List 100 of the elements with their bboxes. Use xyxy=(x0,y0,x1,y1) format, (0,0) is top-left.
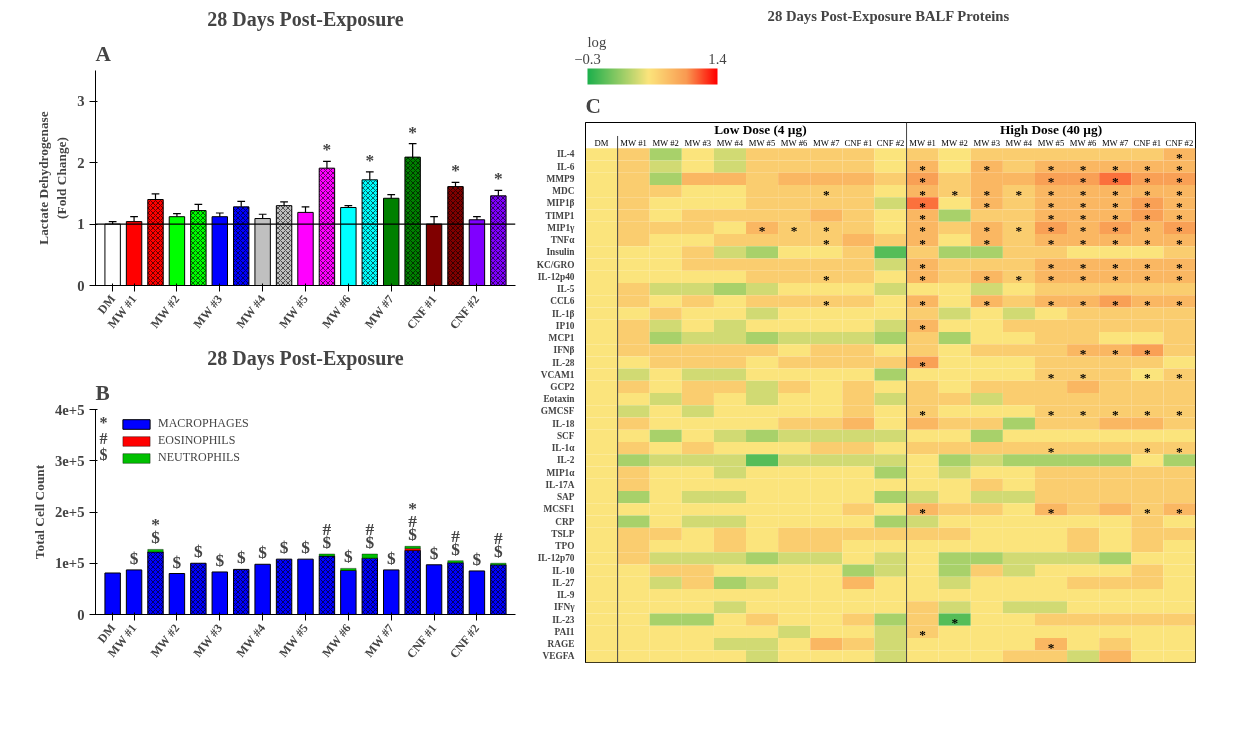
data-label: * xyxy=(1047,406,1055,422)
y-tick-label: IL-1β xyxy=(551,308,575,319)
x-tick-label: MW #6 xyxy=(1069,137,1097,148)
text: B xyxy=(95,380,110,405)
y-tick-label: 2 xyxy=(77,154,85,171)
x-tick-label: MW #1 xyxy=(620,137,647,148)
text: $ xyxy=(386,548,396,568)
data-label: * xyxy=(1144,406,1152,422)
y-tick-label: IL-17A xyxy=(545,479,575,490)
data-label: * xyxy=(919,406,927,422)
text: $ xyxy=(279,538,289,558)
y-tick-label: IFNγ xyxy=(554,602,576,613)
data-label: * xyxy=(1111,296,1119,312)
y-tick-label: TNFα xyxy=(550,235,576,246)
data-label: * xyxy=(983,272,991,288)
y-tick-label: IL-4 xyxy=(556,149,575,160)
y-tick-label: PAI1 xyxy=(554,626,575,637)
x-tick-label: CNF #1 xyxy=(1133,137,1162,148)
y-axis-title: Total Cell Count xyxy=(31,464,47,560)
annotation: $ xyxy=(99,446,108,463)
x-tick-label: MW #5 xyxy=(748,137,776,148)
data-label: * xyxy=(822,186,830,202)
y-tick-label: IL-6 xyxy=(556,161,575,172)
data-label: * xyxy=(951,615,959,631)
x-tick-label: CNF #2 xyxy=(876,137,905,148)
x-tick-label: MW #3 xyxy=(684,137,712,148)
data-label: * xyxy=(1144,345,1152,361)
y-tick-label: 3 xyxy=(77,93,85,110)
y-tick-label: IL-18 xyxy=(552,418,575,429)
y-tick-label: IL-1α xyxy=(551,443,576,454)
data-label: * xyxy=(983,296,991,312)
data-label: * xyxy=(822,296,830,312)
data-label: * xyxy=(1176,149,1184,165)
y-tick-label: VEGFA xyxy=(542,651,575,662)
data-label: * xyxy=(1176,443,1184,459)
y-tick-label: IFNβ xyxy=(553,345,575,356)
y-tick-label: Insulin xyxy=(546,247,576,258)
y-tick-label: CRP xyxy=(555,516,575,527)
data-label: * xyxy=(919,296,927,312)
x-tick-label: CNF #2 xyxy=(1165,137,1194,148)
x-tick-label: MW #4 xyxy=(1005,137,1033,148)
data-label: * xyxy=(822,272,830,288)
y-tick-label: IL-28 xyxy=(552,357,575,368)
data-label: * xyxy=(1176,296,1184,312)
text: A xyxy=(95,41,112,66)
y-tick-label: Eotaxin xyxy=(543,394,576,405)
y-tick-label: 4e+5 xyxy=(54,401,85,418)
data-label: * xyxy=(1176,406,1184,422)
x-tick-label: MW #5 xyxy=(1037,137,1065,148)
data-label: * xyxy=(1079,345,1087,361)
text: $ xyxy=(236,548,246,568)
y-tick-label: 0 xyxy=(77,277,85,294)
y-tick-label: IL-12p40 xyxy=(537,271,575,282)
x-tick-label: MW #2 xyxy=(147,621,183,660)
color-bar-title: log xyxy=(587,33,607,50)
x-tick-label: MW #3 xyxy=(190,621,226,660)
data-label: * xyxy=(1079,370,1087,386)
x-tick-label: MW #6 xyxy=(319,621,354,660)
data-label: * xyxy=(919,321,927,337)
data-label: * xyxy=(1015,272,1023,288)
chart-title: 28 Days Post-Exposure xyxy=(207,7,404,31)
legend-label: NEUTROPHILS xyxy=(158,450,241,465)
data-label: * xyxy=(951,186,959,202)
text: * $ xyxy=(151,515,160,548)
legend-label: EOSINOPHILS xyxy=(158,433,236,448)
x-tick-label: MW #6 xyxy=(780,137,809,148)
data-label: * xyxy=(919,358,927,373)
data-label: * xyxy=(365,150,375,170)
y-tick-label: MIP1γ xyxy=(547,222,576,233)
y-tick-label: 1e+5 xyxy=(54,555,85,572)
y-tick-label: IL-12p70 xyxy=(537,553,575,564)
x-tick-label: MW #2 xyxy=(941,137,968,148)
data-label: * xyxy=(1176,504,1184,520)
text: $ xyxy=(129,548,139,568)
y-tick-label: GMCSF xyxy=(540,406,575,417)
y-tick-label: TIMP1 xyxy=(545,210,575,221)
x-tick-label: MW #7 xyxy=(1101,137,1130,148)
data-label: * xyxy=(1047,370,1055,386)
text: C xyxy=(585,93,601,118)
data-label: * xyxy=(919,504,927,520)
annotation: # xyxy=(99,430,108,447)
text: $ xyxy=(429,543,439,563)
data-label: * xyxy=(1144,370,1152,386)
text: # $ xyxy=(494,529,503,562)
x-tick-label: MW #4 xyxy=(233,292,268,331)
text: $ xyxy=(172,552,182,572)
annotation: Low Dose (4 µg) xyxy=(714,121,807,137)
text: $ xyxy=(215,550,225,570)
text: $ xyxy=(258,543,267,563)
y-tick-label: IL-27 xyxy=(552,577,575,588)
y-tick-label: SAP xyxy=(556,492,575,503)
y-tick-label: MIP1α xyxy=(546,467,576,478)
y-tick-label: MCSF1 xyxy=(543,504,575,515)
y-tick-label: SCF xyxy=(556,430,575,441)
x-tick-label: MW #3 xyxy=(973,137,1000,148)
chart-title: 28 Days Post-Exposure BALF Proteins xyxy=(767,7,1010,24)
text: # $ xyxy=(451,526,460,559)
x-tick-label: MW #5 xyxy=(276,621,311,660)
y-tick-label: IL-10 xyxy=(552,565,575,576)
y-tick-label: RAGE xyxy=(547,639,575,650)
